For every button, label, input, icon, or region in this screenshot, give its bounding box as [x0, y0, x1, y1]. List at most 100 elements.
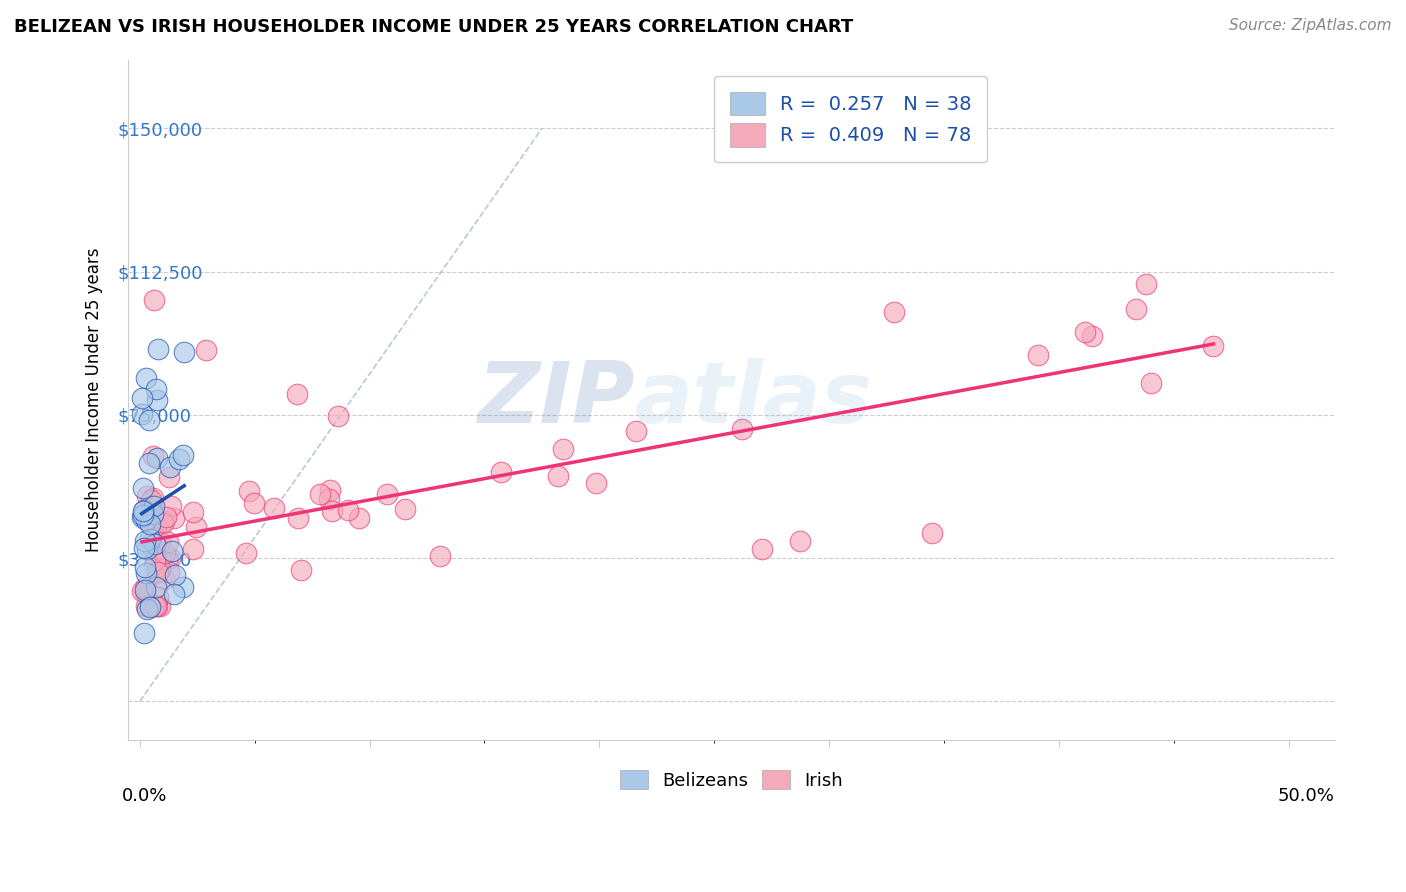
Point [135, 513, 157, 527]
Point [142, 491, 165, 505]
Point [134, 585, 156, 599]
Point [148, 562, 170, 576]
Point [148, 565, 170, 579]
Point [143, 293, 166, 308]
Legend: Belizeans, Irish: Belizeans, Irish [612, 761, 852, 798]
Text: atlas: atlas [636, 358, 873, 441]
Point [489, 466, 512, 480]
Point [142, 507, 165, 521]
Point [145, 580, 167, 594]
Point [131, 408, 153, 422]
Point [163, 587, 186, 601]
Point [143, 536, 166, 550]
Point [149, 549, 172, 564]
Point [153, 572, 176, 586]
Point [336, 503, 359, 517]
Point [145, 382, 167, 396]
Point [263, 500, 285, 515]
Point [146, 599, 169, 613]
Point [135, 371, 157, 385]
Point [319, 483, 342, 497]
Point [141, 501, 163, 516]
Point [152, 516, 174, 530]
Point [394, 502, 416, 516]
Point [167, 452, 190, 467]
Point [377, 487, 399, 501]
Point [145, 392, 167, 407]
Point [148, 535, 170, 549]
Point [136, 489, 159, 503]
Point [148, 541, 170, 556]
Point [138, 413, 160, 427]
Text: 50.0%: 50.0% [1278, 787, 1334, 805]
Point [163, 510, 186, 524]
Point [145, 553, 167, 567]
Point [157, 535, 180, 549]
Point [139, 504, 162, 518]
Point [159, 550, 181, 565]
Point [195, 343, 218, 357]
Point [131, 583, 153, 598]
Point [138, 456, 160, 470]
Point [157, 565, 180, 579]
Point [134, 502, 156, 516]
Y-axis label: Householder Income Under 25 years: Householder Income Under 25 years [86, 247, 103, 552]
Point [139, 600, 162, 615]
Point [181, 504, 204, 518]
Point [347, 511, 370, 525]
Text: 0.0%: 0.0% [122, 787, 167, 805]
Point [235, 545, 257, 559]
Point [153, 546, 176, 560]
Point [1135, 277, 1157, 291]
Point [145, 518, 167, 533]
Point [173, 345, 195, 359]
Point [318, 492, 340, 507]
Point [789, 533, 811, 548]
Point [285, 387, 308, 401]
Point [328, 409, 350, 423]
Point [142, 449, 165, 463]
Point [134, 583, 156, 598]
Point [134, 580, 156, 594]
Point [157, 469, 180, 483]
Point [172, 580, 194, 594]
Point [921, 526, 943, 541]
Point [321, 504, 343, 518]
Point [131, 510, 153, 524]
Point [139, 492, 162, 507]
Text: Source: ZipAtlas.com: Source: ZipAtlas.com [1229, 18, 1392, 33]
Point [132, 481, 155, 495]
Point [751, 541, 773, 556]
Point [585, 475, 607, 490]
Point [172, 448, 194, 462]
Point [290, 563, 312, 577]
Point [1140, 376, 1163, 390]
Point [553, 442, 575, 456]
Point [136, 542, 159, 557]
Point [1074, 325, 1097, 339]
Point [624, 424, 647, 438]
Point [731, 422, 754, 436]
Point [159, 459, 181, 474]
Point [1081, 329, 1104, 343]
Point [136, 602, 159, 616]
Point [146, 591, 169, 605]
Text: ZIP: ZIP [478, 358, 636, 441]
Point [152, 514, 174, 528]
Point [883, 305, 905, 319]
Point [287, 511, 309, 525]
Point [181, 542, 204, 557]
Point [142, 599, 165, 613]
Point [184, 520, 207, 534]
Point [131, 391, 153, 405]
Point [135, 599, 157, 613]
Point [132, 508, 155, 522]
Point [145, 564, 167, 578]
Point [146, 542, 169, 557]
Point [1202, 339, 1225, 353]
Point [139, 533, 162, 547]
Point [132, 625, 155, 640]
Point [308, 487, 330, 501]
Point [132, 504, 155, 518]
Point [138, 516, 160, 531]
